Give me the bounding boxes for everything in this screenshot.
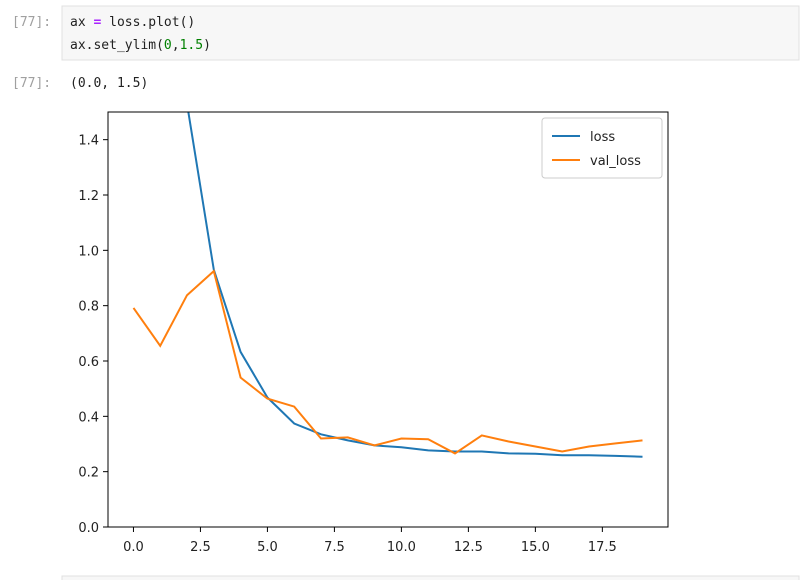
input-prompt: [77]: — [12, 15, 51, 30]
x-tick-label: 17.5 — [588, 540, 617, 555]
chart: 0.0 0.2 0.4 0.6 0.8 1.0 1.2 1.4 0.0 2.5 5.0 7.5 10.0… — [78, 111, 669, 555]
code-cell[interactable] — [61, 5, 800, 61]
x-tick-label: 15.0 — [521, 540, 550, 555]
output-prompt: [77]: — [12, 76, 51, 91]
code-token: ax.set_ylim( — [70, 38, 164, 53]
x-tick-label: 2.5 — [190, 540, 211, 555]
code-token: ax — [70, 15, 86, 30]
x-tick-label: 0.0 — [123, 540, 144, 555]
code-token: 0 — [164, 38, 172, 53]
next-cell[interactable] — [61, 575, 800, 580]
plot-area — [132, 112, 643, 458]
code-token: , — [172, 38, 180, 53]
code-token: loss.plot() — [109, 15, 195, 30]
axes-frame — [107, 111, 669, 528]
x-tick-label: 5.0 — [257, 540, 278, 555]
y-tick-label: 1.4 — [78, 134, 99, 149]
legend-label: val_loss — [590, 154, 641, 169]
code-line: ax.set_ylim(0,1.5) — [70, 38, 211, 53]
x-tick-label: 7.5 — [324, 540, 345, 555]
code-line: ax = loss.plot() — [70, 15, 195, 30]
code-token: 1.5 — [180, 38, 203, 53]
code-token: = — [86, 15, 109, 30]
code-token: ) — [203, 38, 211, 53]
y-tick-label: 1.2 — [78, 189, 99, 204]
legend-label: loss — [590, 130, 615, 145]
y-tick-label: 0.8 — [78, 300, 99, 315]
y-tick-label: 1.0 — [78, 244, 99, 259]
y-tick-label: 0.0 — [78, 521, 99, 536]
x-tick-label: 12.5 — [454, 540, 483, 555]
series-line — [187, 112, 643, 458]
x-tick-label: 10.0 — [387, 540, 416, 555]
y-tick-label: 0.6 — [78, 355, 99, 370]
legend-box — [541, 117, 663, 179]
series-line — [132, 269, 643, 455]
y-tick-label: 0.2 — [78, 466, 99, 481]
y-tick-label: 0.4 — [78, 410, 99, 425]
output-text: (0.0, 1.5) — [70, 76, 148, 91]
